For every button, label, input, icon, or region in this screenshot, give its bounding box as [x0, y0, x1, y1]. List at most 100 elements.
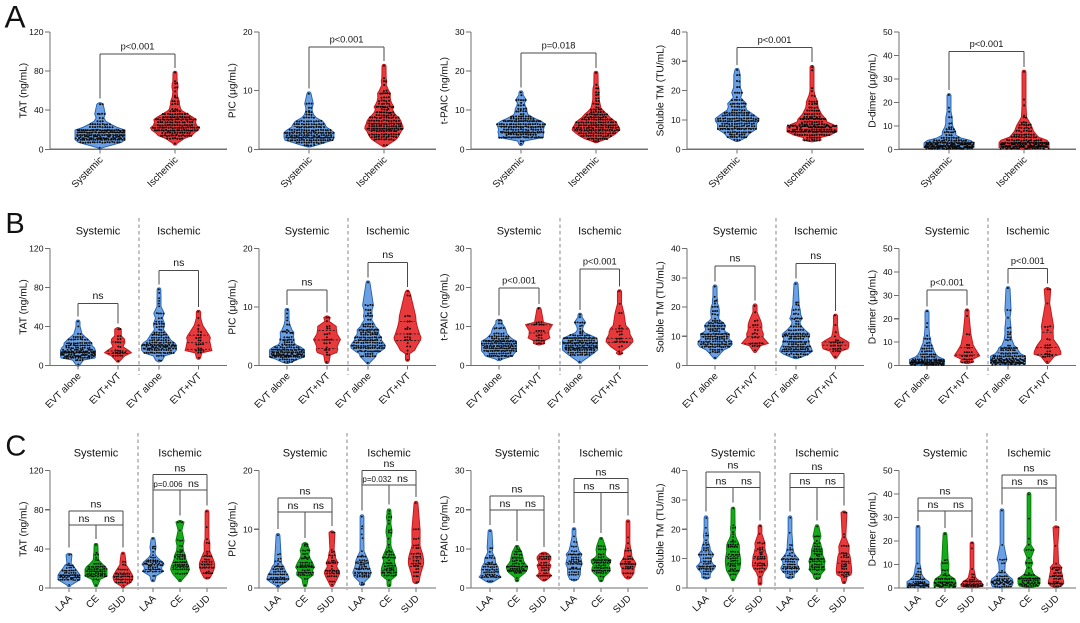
svg-text:10: 10: [243, 524, 253, 534]
svg-text:10: 10: [455, 105, 465, 115]
svg-text:TAT (ng/mL): TAT (ng/mL): [19, 501, 30, 556]
svg-text:D-dimer (μg/mL): D-dimer (μg/mL): [868, 270, 879, 344]
svg-text:Systemic: Systemic: [283, 448, 328, 460]
svg-text:10: 10: [243, 302, 253, 312]
svg-text:0: 0: [888, 144, 893, 154]
svg-text:50: 50: [883, 244, 893, 254]
svg-text:ns: ns: [382, 249, 393, 261]
svg-text:10: 10: [883, 121, 893, 131]
svg-text:0: 0: [248, 361, 253, 371]
svg-text:ns: ns: [299, 486, 310, 498]
svg-text:30: 30: [883, 290, 893, 300]
svg-text:ns: ns: [78, 513, 89, 525]
svg-text:0: 0: [676, 144, 681, 154]
svg-text:Soluble TM (TU/mL): Soluble TM (TU/mL): [656, 483, 667, 575]
svg-text:40: 40: [34, 322, 44, 332]
svg-text:10: 10: [671, 554, 681, 564]
svg-text:20: 20: [671, 302, 681, 312]
svg-text:0: 0: [676, 361, 681, 371]
svg-text:ns: ns: [729, 253, 740, 265]
svg-text:ns: ns: [174, 462, 185, 474]
svg-text:ns: ns: [810, 250, 821, 262]
svg-text:t-PAIC (ng/mL): t-PAIC (ng/mL): [440, 496, 451, 563]
svg-text:0: 0: [39, 361, 44, 371]
svg-text:0: 0: [248, 144, 253, 154]
svg-text:PIC (μg/mL): PIC (μg/mL): [228, 502, 239, 557]
svg-text:Systemic: Systemic: [74, 448, 119, 460]
svg-text:10: 10: [243, 86, 253, 96]
svg-text:30: 30: [455, 27, 465, 37]
svg-text:20: 20: [455, 66, 465, 76]
svg-text:120: 120: [29, 244, 44, 254]
svg-text:30: 30: [455, 466, 465, 476]
svg-text:TAT (ng/mL): TAT (ng/mL): [19, 279, 30, 334]
svg-text:10: 10: [455, 322, 465, 332]
svg-text:p<0.001: p<0.001: [930, 278, 964, 288]
svg-text:20: 20: [455, 505, 465, 515]
svg-text:t-PAIC (ng/mL): t-PAIC (ng/mL): [440, 57, 451, 124]
svg-text:30: 30: [671, 273, 681, 283]
svg-text:40: 40: [883, 267, 893, 277]
svg-text:0: 0: [460, 361, 465, 371]
svg-text:0: 0: [248, 583, 253, 593]
svg-text:p=0.018: p=0.018: [542, 41, 576, 51]
svg-text:120: 120: [29, 27, 44, 37]
svg-text:ns: ns: [525, 498, 536, 510]
svg-text:t-PAIC (ng/mL): t-PAIC (ng/mL): [440, 273, 451, 340]
svg-text:0: 0: [39, 583, 44, 593]
svg-text:p<0.001: p<0.001: [330, 35, 364, 45]
svg-text:Systemic: Systemic: [713, 226, 758, 238]
svg-text:ns: ns: [583, 480, 594, 492]
svg-text:p<0.001: p<0.001: [1011, 256, 1045, 266]
svg-text:Systemic: Systemic: [497, 226, 542, 238]
svg-text:ns: ns: [301, 277, 312, 289]
svg-text:20: 20: [671, 86, 681, 96]
svg-text:20: 20: [883, 314, 893, 324]
svg-text:10: 10: [883, 337, 893, 347]
svg-text:ns: ns: [90, 499, 101, 511]
svg-text:40: 40: [34, 544, 44, 554]
svg-text:p<0.001: p<0.001: [502, 276, 536, 286]
svg-text:10: 10: [455, 544, 465, 554]
svg-text:Ischemic: Ischemic: [579, 448, 623, 460]
svg-text:10: 10: [671, 331, 681, 341]
svg-text:Soluble TM (TU/mL): Soluble TM (TU/mL): [656, 261, 667, 353]
svg-text:D-dimer (μg/mL): D-dimer (μg/mL): [868, 53, 879, 127]
svg-text:0: 0: [460, 583, 465, 593]
svg-text:20: 20: [243, 466, 253, 476]
svg-text:PIC (μg/mL): PIC (μg/mL): [228, 63, 239, 118]
svg-text:0: 0: [39, 144, 44, 154]
svg-text:ns: ns: [313, 500, 324, 512]
svg-text:30: 30: [883, 74, 893, 84]
svg-text:p<0.001: p<0.001: [970, 39, 1004, 49]
svg-text:80: 80: [34, 283, 44, 293]
svg-text:Systemic: Systemic: [285, 226, 330, 238]
svg-text:PIC (μg/mL): PIC (μg/mL): [228, 279, 239, 334]
svg-text:ns: ns: [511, 484, 522, 496]
svg-text:ns: ns: [499, 498, 510, 510]
svg-text:p=0.006: p=0.006: [153, 480, 183, 489]
svg-text:40: 40: [671, 27, 681, 37]
svg-text:40: 40: [34, 105, 44, 115]
svg-text:20: 20: [671, 524, 681, 534]
svg-text:ns: ns: [188, 478, 199, 490]
svg-text:40: 40: [671, 466, 681, 476]
svg-text:p<0.001: p<0.001: [583, 257, 617, 267]
svg-text:Systemic: Systemic: [495, 448, 540, 460]
svg-text:30: 30: [671, 56, 681, 66]
svg-text:Ischemic: Ischemic: [794, 226, 838, 238]
svg-text:ns: ns: [609, 480, 620, 492]
svg-text:ns: ns: [92, 290, 103, 302]
svg-text:20: 20: [883, 97, 893, 107]
svg-text:40: 40: [671, 244, 681, 254]
svg-text:0: 0: [460, 144, 465, 154]
svg-text:ns: ns: [104, 513, 115, 525]
svg-text:80: 80: [34, 66, 44, 76]
svg-text:Ischemic: Ischemic: [795, 448, 839, 460]
svg-text:ns: ns: [397, 473, 408, 485]
svg-text:20: 20: [243, 27, 253, 37]
svg-text:A: A: [5, 0, 26, 35]
svg-text:Ischemic: Ischemic: [367, 448, 411, 460]
svg-text:120: 120: [29, 466, 44, 476]
svg-text:Ischemic: Ischemic: [157, 226, 201, 238]
